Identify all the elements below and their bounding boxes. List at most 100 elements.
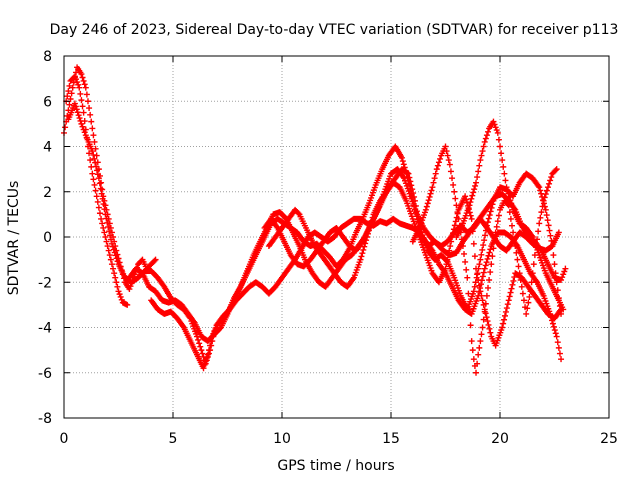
data-point bbox=[407, 178, 414, 185]
data-point bbox=[513, 241, 520, 248]
data-point bbox=[464, 274, 471, 281]
data-point bbox=[468, 338, 475, 345]
data-point bbox=[480, 143, 487, 150]
data-point bbox=[93, 163, 100, 170]
data-point bbox=[505, 190, 512, 197]
data-point bbox=[482, 232, 489, 239]
data-point bbox=[498, 150, 505, 157]
data-point bbox=[81, 81, 88, 88]
data-point bbox=[152, 256, 159, 263]
data-point bbox=[450, 181, 457, 188]
data-point bbox=[543, 212, 550, 219]
data-point bbox=[423, 203, 430, 210]
data-point bbox=[89, 170, 96, 177]
data-point bbox=[481, 138, 488, 145]
y-tick-label: 2 bbox=[43, 185, 52, 201]
data-point bbox=[94, 171, 101, 178]
data-point bbox=[95, 204, 102, 211]
data-point bbox=[546, 227, 553, 234]
data-point bbox=[470, 189, 477, 196]
y-tick-label: -4 bbox=[38, 321, 52, 337]
data-point bbox=[118, 296, 125, 303]
y-tick-label: -6 bbox=[38, 366, 52, 382]
data-point bbox=[507, 197, 514, 204]
data-point bbox=[76, 84, 83, 91]
data-point bbox=[112, 252, 119, 259]
data-point bbox=[205, 347, 212, 354]
data-point bbox=[399, 158, 406, 165]
data-point bbox=[101, 206, 108, 213]
data-point bbox=[412, 202, 419, 209]
data-point bbox=[552, 167, 559, 174]
data-point bbox=[471, 283, 478, 290]
data-point bbox=[550, 252, 557, 259]
data-point bbox=[104, 219, 111, 226]
series-track-2 bbox=[63, 73, 131, 308]
data-point bbox=[89, 125, 96, 132]
data-point bbox=[478, 251, 485, 258]
data-point bbox=[535, 228, 542, 235]
data-point bbox=[487, 329, 494, 336]
data-point bbox=[83, 91, 90, 98]
data-point bbox=[437, 155, 444, 162]
data-point bbox=[503, 305, 510, 312]
data-point bbox=[503, 184, 510, 191]
data-point bbox=[539, 203, 546, 210]
data-point bbox=[74, 79, 81, 86]
data-point bbox=[537, 187, 544, 194]
data-point bbox=[475, 168, 482, 175]
data-point bbox=[111, 249, 118, 256]
data-points bbox=[61, 64, 569, 376]
data-point bbox=[78, 97, 85, 104]
data-point bbox=[468, 215, 475, 222]
data-point bbox=[479, 148, 486, 155]
data-point bbox=[409, 186, 416, 193]
data-point bbox=[103, 238, 110, 245]
data-point bbox=[530, 261, 537, 268]
data-point bbox=[488, 261, 495, 268]
data-point bbox=[509, 281, 516, 288]
data-point bbox=[461, 250, 468, 257]
data-point bbox=[69, 84, 76, 91]
data-point bbox=[100, 201, 107, 208]
data-point bbox=[483, 292, 490, 299]
data-point bbox=[81, 129, 88, 136]
data-point bbox=[114, 283, 121, 290]
data-point bbox=[513, 249, 520, 256]
data-point bbox=[124, 301, 131, 308]
data-point bbox=[428, 187, 435, 194]
data-point bbox=[466, 306, 473, 313]
data-point bbox=[366, 224, 373, 231]
data-point bbox=[87, 157, 94, 164]
data-point bbox=[79, 123, 86, 130]
data-point bbox=[447, 243, 454, 250]
data-point bbox=[364, 230, 371, 237]
data-point bbox=[367, 221, 374, 228]
data-point bbox=[202, 358, 209, 365]
data-point bbox=[463, 196, 470, 203]
data-point bbox=[492, 124, 499, 131]
data-point bbox=[515, 263, 522, 270]
data-point bbox=[537, 214, 544, 221]
data-point bbox=[453, 202, 460, 209]
data-point bbox=[542, 206, 549, 213]
data-point bbox=[107, 232, 114, 239]
data-point bbox=[100, 224, 107, 231]
data-point bbox=[455, 215, 462, 222]
data-point bbox=[507, 289, 514, 296]
data-point bbox=[151, 257, 158, 264]
data-point bbox=[528, 232, 535, 239]
data-point bbox=[68, 90, 75, 97]
data-point bbox=[449, 230, 456, 237]
data-point bbox=[535, 182, 542, 189]
data-point bbox=[477, 256, 484, 263]
data-point bbox=[560, 306, 567, 313]
data-point bbox=[77, 90, 84, 97]
data-point bbox=[546, 180, 553, 187]
data-point bbox=[552, 330, 559, 337]
data-point bbox=[529, 270, 536, 277]
data-point bbox=[273, 223, 280, 230]
data-point bbox=[190, 318, 197, 325]
data-point bbox=[483, 132, 490, 139]
data-point bbox=[201, 361, 208, 368]
